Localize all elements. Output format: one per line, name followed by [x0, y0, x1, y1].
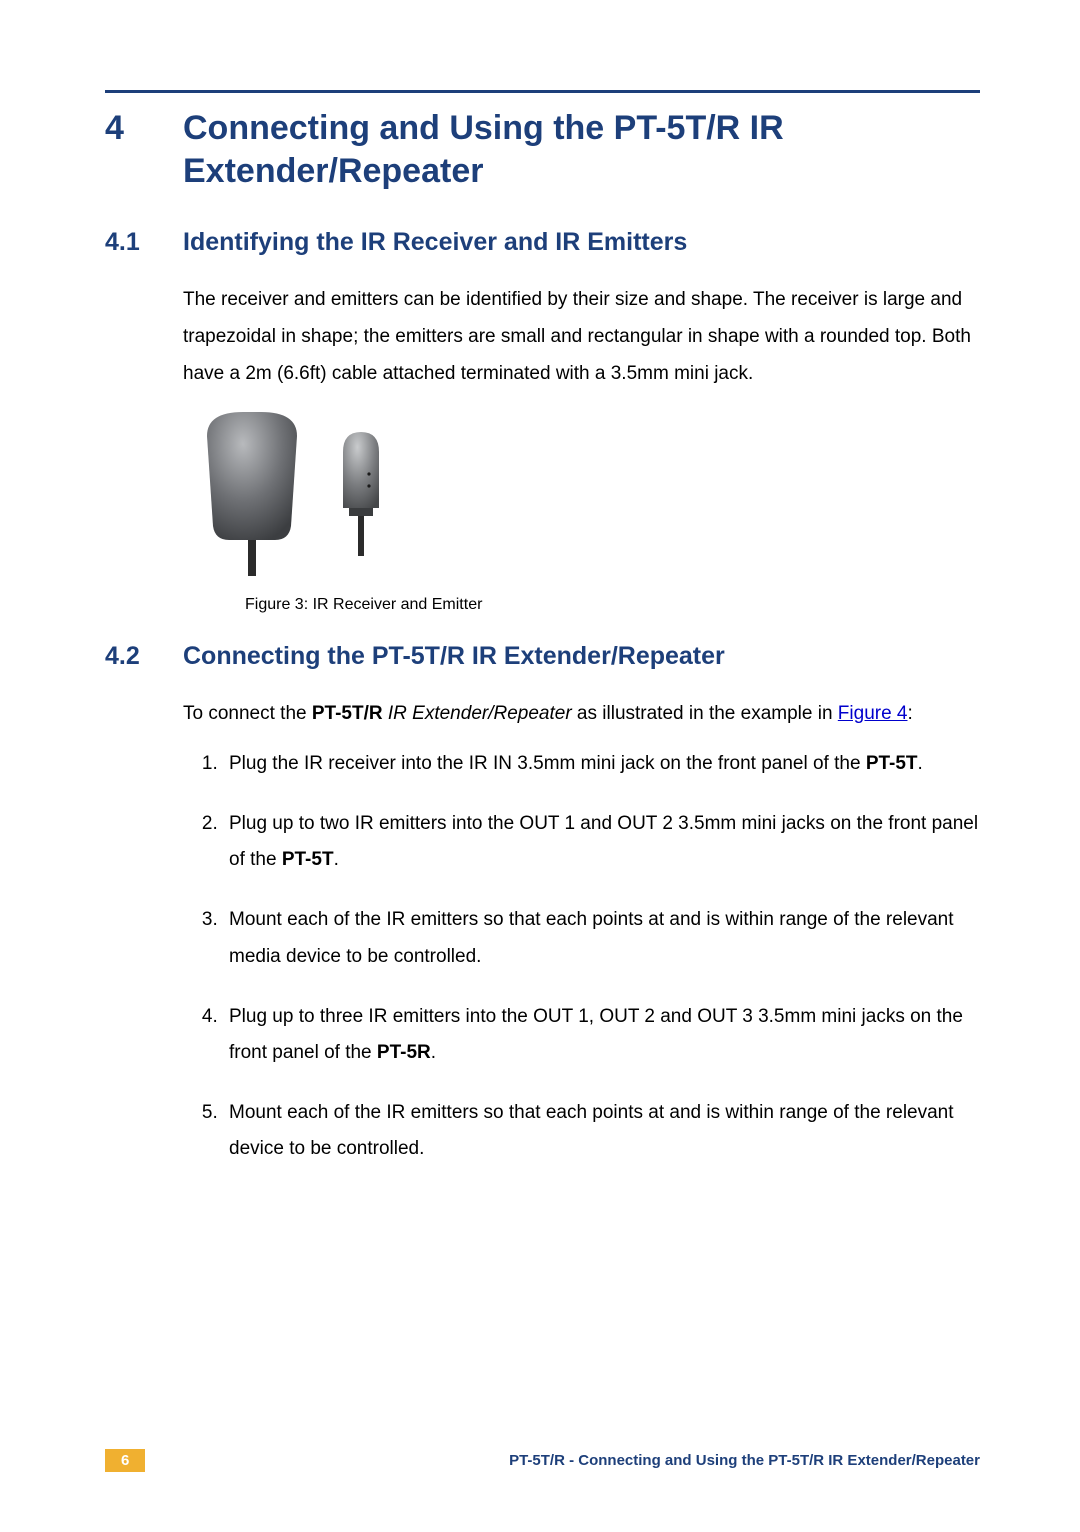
- paragraph-4-1: The receiver and emitters can be identif…: [183, 281, 980, 392]
- heading-2-1: 4.1 Identifying the IR Receiver and IR E…: [105, 228, 980, 257]
- heading-1-title: Connecting and Using the PT-5T/R IR Exte…: [183, 107, 980, 192]
- heading-2-1-title: Identifying the IR Receiver and IR Emitt…: [183, 228, 687, 257]
- footer-title: PT-5T/R - Connecting and Using the PT-5T…: [509, 1452, 980, 1469]
- heading-1-number: 4: [105, 107, 183, 150]
- ir-emitter-stem: [358, 516, 364, 556]
- step-1: Plug the IR receiver into the IR IN 3.5m…: [223, 746, 980, 782]
- ir-emitter-icon: [343, 432, 379, 508]
- emitter-dot: [367, 485, 370, 488]
- top-rule: [105, 90, 980, 93]
- intro-pre: To connect the: [183, 703, 312, 724]
- heading-2-2-title: Connecting the PT-5T/R IR Extender/Repea…: [183, 642, 725, 671]
- emitter-dot: [367, 473, 370, 476]
- intro-colon: :: [908, 703, 913, 724]
- step-1-a: Plug the IR receiver into the IR IN 3.5m…: [229, 753, 866, 774]
- intro-italic: IR Extender/Repeater: [383, 703, 572, 724]
- step-1-b: PT-5T: [866, 753, 918, 774]
- step-2: Plug up to two IR emitters into the OUT …: [223, 806, 980, 878]
- figure-3-caption: Figure 3: IR Receiver and Emitter: [245, 596, 980, 614]
- step-4-c: .: [431, 1042, 436, 1063]
- heading-2-1-number: 4.1: [105, 228, 183, 257]
- intro-bold: PT-5T/R: [312, 703, 383, 724]
- step-5: Mount each of the IR emitters so that ea…: [223, 1095, 980, 1167]
- ir-receiver-stem: [248, 540, 256, 576]
- intro-post: as illustrated in the example in: [572, 703, 838, 724]
- heading-2-2: 4.2 Connecting the PT-5T/R IR Extender/R…: [105, 642, 980, 671]
- step-4: Plug up to three IR emitters into the OU…: [223, 999, 980, 1071]
- page-number-badge: 6: [105, 1449, 145, 1472]
- step-2-a: Plug up to two IR emitters into the OUT …: [229, 813, 978, 870]
- page-footer: 6 PT-5T/R - Connecting and Using the PT-…: [105, 1449, 980, 1472]
- step-4-b: PT-5R: [377, 1042, 431, 1063]
- figure-4-link[interactable]: Figure 4: [838, 703, 908, 724]
- ir-emitter-base: [349, 508, 373, 516]
- page-content: 4 Connecting and Using the PT-5T/R IR Ex…: [0, 0, 1080, 1251]
- ir-receiver-icon: [207, 412, 297, 540]
- step-2-c: .: [334, 849, 339, 870]
- heading-1: 4 Connecting and Using the PT-5T/R IR Ex…: [105, 107, 980, 192]
- step-1-c: .: [918, 753, 923, 774]
- step-3: Mount each of the IR emitters so that ea…: [223, 902, 980, 974]
- step-4-a: Plug up to three IR emitters into the OU…: [229, 1006, 963, 1063]
- figure-3: [183, 406, 980, 586]
- paragraph-4-2-intro: To connect the PT-5T/R IR Extender/Repea…: [183, 695, 980, 732]
- step-2-b: PT-5T: [282, 849, 334, 870]
- steps-list: Plug the IR receiver into the IR IN 3.5m…: [183, 746, 980, 1167]
- heading-2-2-number: 4.2: [105, 642, 183, 671]
- ir-devices-illustration: [183, 406, 413, 586]
